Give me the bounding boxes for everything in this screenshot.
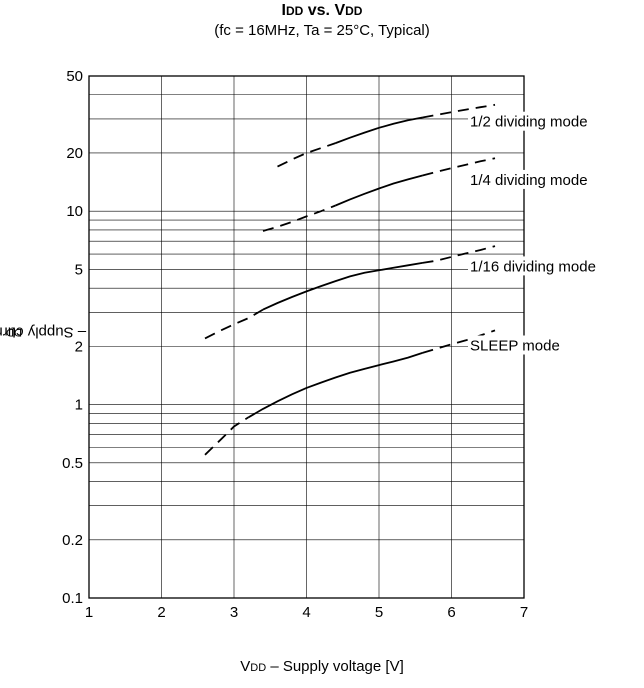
chart-subtitle: (fc = 16MHz, Ta = 25°C, Typical) xyxy=(214,22,430,39)
x-tick-label: 2 xyxy=(157,604,165,621)
series-line-solid xyxy=(248,352,423,419)
x-tick-label: 5 xyxy=(375,604,383,621)
series-label: 1/4 dividing mode xyxy=(470,172,588,189)
series-labels: 1/2 dividing mode 1/4 dividing mode 1/16 d… xyxy=(468,111,640,355)
series-label: SLEEP mode xyxy=(470,337,560,354)
series-line-dashed-end xyxy=(422,329,496,354)
series-label: 1/2 dividing mode xyxy=(470,114,588,131)
series-lines xyxy=(204,103,496,456)
series-label-background xyxy=(468,111,640,131)
series-line-dashed-end xyxy=(422,245,496,264)
x-tick-label: 4 xyxy=(302,604,310,621)
series-line-solid xyxy=(335,116,423,144)
series-line-dashed-start xyxy=(204,308,264,340)
chart-title: IDD vs. VDD xyxy=(281,2,363,19)
series-line-dashed-end xyxy=(422,103,496,119)
y-tick-label: 1 xyxy=(75,397,83,414)
y-tick-label: 5 xyxy=(75,261,83,278)
y-tick-label: 2 xyxy=(75,338,83,355)
x-axis-label: VDD – Supply voltage [V] xyxy=(240,658,404,675)
tick-labels: 1 2 3 4 5 6 7 0.1 0.2 0.5 1 2 5 10 20 50 xyxy=(62,68,528,621)
series-label: 1/16 dividing mode xyxy=(470,258,596,275)
major-grid xyxy=(161,76,452,598)
series-label-background xyxy=(468,169,640,189)
y-tick-label: 20 xyxy=(66,145,83,162)
y-tick-label: 50 xyxy=(66,68,83,85)
y-tick-label: 10 xyxy=(66,203,83,220)
series-line-dashed-end xyxy=(422,157,496,177)
y-tick-label: 0.2 xyxy=(62,532,83,549)
series-line-solid xyxy=(335,174,423,207)
series-line-solid xyxy=(262,262,423,311)
series-label-background xyxy=(468,335,640,355)
series-line-dashed-start xyxy=(262,204,336,232)
x-tick-label: 1 xyxy=(85,604,93,621)
x-tick-label: 6 xyxy=(447,604,455,621)
x-tick-label: 7 xyxy=(520,604,528,621)
y-tick-label: 0.5 xyxy=(62,455,83,472)
series-line-dashed-start xyxy=(277,142,336,168)
y-tick-label: 0.1 xyxy=(62,590,83,607)
series-label-background xyxy=(468,256,640,276)
x-tick-label: 3 xyxy=(230,604,238,621)
series-line-dashed-start xyxy=(204,416,249,456)
